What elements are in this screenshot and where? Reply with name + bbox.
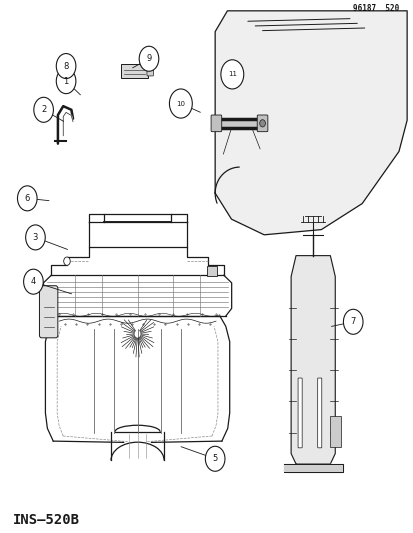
Text: 2: 2 [41,106,46,114]
Text: 7: 7 [350,317,355,326]
FancyBboxPatch shape [121,64,147,77]
FancyBboxPatch shape [39,286,58,338]
Polygon shape [215,11,406,235]
Circle shape [343,309,362,334]
FancyBboxPatch shape [211,115,221,132]
Circle shape [56,69,76,94]
Circle shape [17,186,37,211]
Polygon shape [283,464,342,472]
Text: 96187  520: 96187 520 [352,4,398,13]
Text: 3: 3 [33,233,38,242]
Circle shape [24,269,43,294]
Text: 8: 8 [63,61,69,70]
Text: 5: 5 [212,454,217,463]
FancyBboxPatch shape [206,266,216,276]
FancyBboxPatch shape [256,115,267,132]
Text: 9: 9 [146,54,151,63]
Text: INS–520B: INS–520B [13,513,80,528]
Text: 4: 4 [31,277,36,286]
Circle shape [169,89,192,118]
Text: 11: 11 [227,71,236,77]
Circle shape [139,46,159,71]
Circle shape [26,225,45,250]
Text: 1: 1 [63,77,69,86]
FancyBboxPatch shape [297,378,301,448]
Circle shape [56,53,76,78]
FancyBboxPatch shape [330,416,340,447]
Text: 10: 10 [176,101,185,107]
Polygon shape [219,119,259,128]
FancyBboxPatch shape [147,66,153,76]
Circle shape [221,60,243,89]
Polygon shape [290,256,335,464]
Circle shape [34,98,53,122]
Text: 6: 6 [24,194,30,203]
FancyBboxPatch shape [317,378,321,448]
Circle shape [205,446,224,471]
Circle shape [259,120,265,127]
Circle shape [64,257,70,265]
